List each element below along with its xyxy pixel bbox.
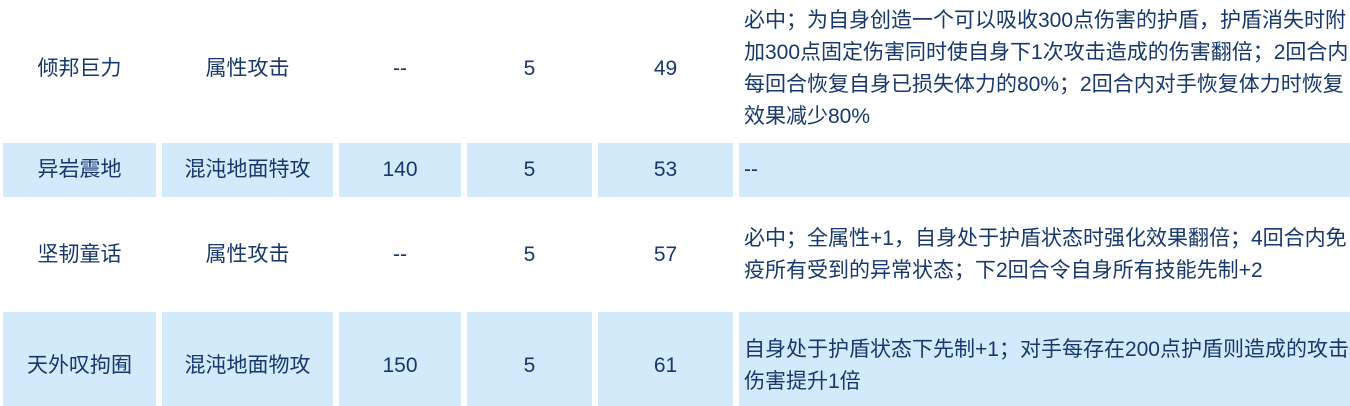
skill-name-cell: 倾邦巨力 [3,0,156,137]
level-cell: 53 [598,143,733,197]
level-cell: 61 [598,312,733,406]
pp-cell: 5 [467,312,592,406]
skill-type-cell: 混沌地面物攻 [162,312,333,406]
effect-cell: -- [739,143,1350,197]
effect-cell: 必中；全属性+1，自身处于护盾状态时强化效果翻倍；4回合内免疫所有受到的异常状态… [739,203,1350,306]
skill-type-cell: 混沌地面特攻 [162,143,333,197]
power-cell: 140 [339,143,461,197]
power-cell: 150 [339,312,461,406]
skills-table: 倾邦巨力 属性攻击 -- 5 49 必中；为自身创造一个可以吸收300点伤害的护… [3,0,1350,406]
skill-type-cell: 属性攻击 [162,0,333,137]
power-cell: -- [339,0,461,137]
pp-cell: 5 [467,203,592,306]
skill-type-cell: 属性攻击 [162,203,333,306]
effect-cell: 自身处于护盾状态下先制+1；对手每存在200点护盾则造成的攻击伤害提升1倍 [739,312,1350,406]
skill-name-cell: 异岩震地 [3,143,156,197]
level-cell: 49 [598,0,733,137]
skill-name-cell: 坚韧童话 [3,203,156,306]
effect-cell: 必中；为自身创造一个可以吸收300点伤害的护盾，护盾消失时附加300点固定伤害同… [739,0,1350,137]
pp-cell: 5 [467,143,592,197]
level-cell: 57 [598,203,733,306]
skill-name-cell: 天外叹拘囿 [3,312,156,406]
power-cell: -- [339,203,461,306]
pp-cell: 5 [467,0,592,137]
